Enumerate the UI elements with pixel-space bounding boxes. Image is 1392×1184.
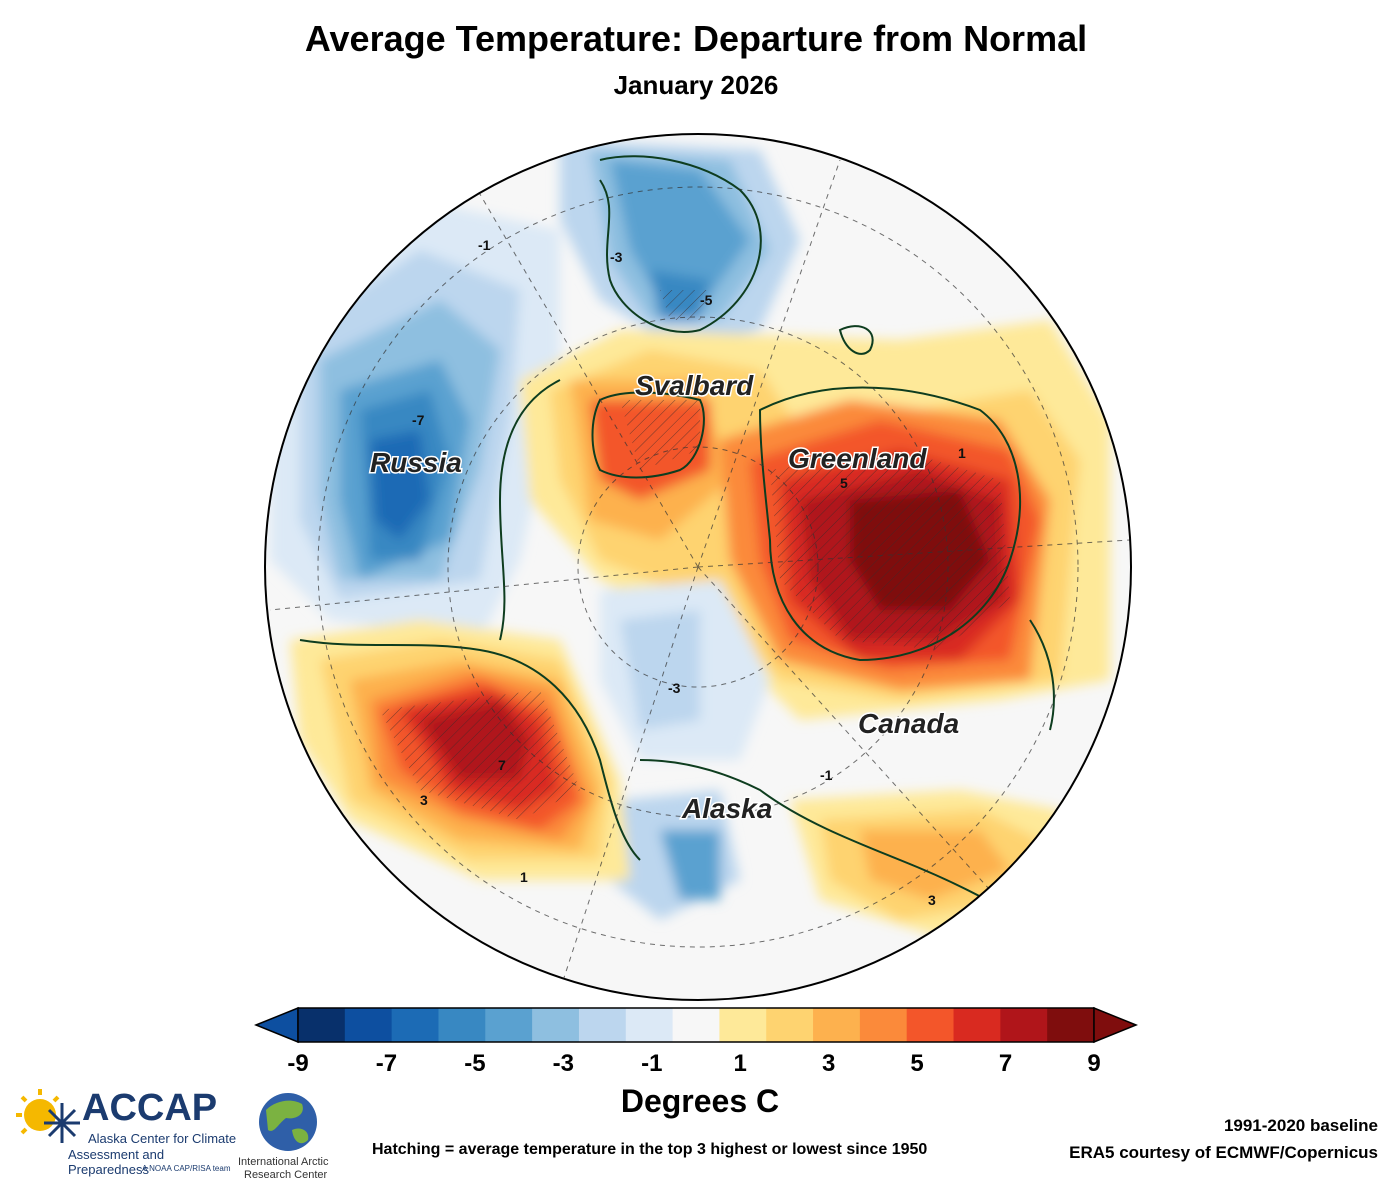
colorbar-cell [672, 1008, 720, 1042]
colorbar-cell [766, 1008, 814, 1042]
contour-label: -1 [478, 237, 491, 253]
contour-label: -7 [412, 412, 425, 428]
region-label-russia: Russia [370, 447, 462, 478]
accap-line1: Alaska Center for Climate [88, 1131, 237, 1146]
colorbar-tick-label: -3 [552, 1050, 574, 1077]
region-label-alaska: Alaska [681, 793, 772, 824]
sun-snowflake-icon [16, 1089, 80, 1143]
contour-label: 1 [520, 869, 528, 885]
contour-label: 7 [498, 757, 506, 773]
data-source-note: ERA5 courtesy of ECMWF/Copernicus [1069, 1143, 1378, 1162]
colorbar-cell [391, 1008, 439, 1042]
colorbar-cell [1047, 1008, 1095, 1042]
colorbar-cell [1000, 1008, 1048, 1042]
contour-label: -3 [668, 680, 681, 696]
colorbar-cell [344, 1008, 393, 1042]
map-border [264, 133, 1132, 1001]
colorbar-tick-label: 9 [1087, 1050, 1101, 1077]
colorbar-low-arrow [254, 1006, 299, 1044]
accap-logo: ACCAP Alaska Center for Climate Assessme… [12, 1085, 242, 1177]
iarc-line2: Research Center [244, 1169, 328, 1181]
region-label-greenland: Greenland [788, 443, 927, 474]
contour-label: 3 [420, 792, 428, 808]
coastlines [299, 155, 1055, 921]
baseline-note: 1991-2020 baseline [1223, 1116, 1378, 1135]
colorbar-tick-label: -7 [375, 1050, 398, 1077]
colorbar-tick-label: 3 [821, 1050, 836, 1077]
hatching-note: Hatching = average temperature in the to… [372, 1141, 928, 1158]
contour-label: 5 [840, 475, 848, 491]
colorbar-tick-label: -5 [464, 1050, 486, 1077]
accap-line3: A NOAA CAP/RISA team [142, 1164, 231, 1173]
iarc-line1: International Arctic [238, 1156, 329, 1168]
contour-label: -5 [700, 292, 713, 308]
colorbar-cell [625, 1008, 674, 1042]
colorbar-cell [859, 1008, 908, 1042]
colorbar-cell [578, 1008, 627, 1042]
accap-line2: Assessment and Preparedness [68, 1147, 165, 1177]
colorbar-cell [438, 1008, 486, 1042]
colorbar-tick-label: -9 [287, 1050, 309, 1077]
colorbar-cell [953, 1008, 1001, 1042]
contour-label: 1 [958, 445, 966, 461]
iarc-logo: International Arctic Research Center [238, 1090, 338, 1181]
colorbar-cell [906, 1008, 955, 1042]
contour-label: -1 [820, 767, 833, 783]
map-title: Average Temperature: Departure from Norm… [304, 18, 1088, 59]
contour-label: 3 [928, 892, 936, 908]
colorbar-high-arrow [1093, 1006, 1138, 1044]
colorbar-cell [719, 1008, 767, 1042]
colorbar-cell [298, 1008, 346, 1042]
colorbar [254, 1006, 1138, 1044]
colorbar-cell [813, 1008, 861, 1042]
map-subtitle: January 2026 [613, 70, 779, 100]
globe-icon [259, 1093, 317, 1151]
colorbar-tick-label: -1 [641, 1050, 663, 1077]
anomaly-field [265, 134, 1131, 1000]
colorbar-cell [485, 1008, 533, 1042]
region-label-canada: Canada [858, 708, 959, 739]
colorbar-tick-label: 7 [998, 1050, 1013, 1077]
contour-label: -3 [610, 249, 623, 265]
colorbar-cell [532, 1008, 580, 1042]
graticule [269, 159, 1131, 991]
colorbar-tick-label: 1 [733, 1050, 747, 1077]
accap-name: ACCAP [82, 1087, 218, 1129]
colorbar-title: Degrees C [620, 1083, 780, 1119]
region-label-svalbard: Svalbard [635, 370, 754, 401]
colorbar-tick-label: 5 [910, 1050, 924, 1077]
